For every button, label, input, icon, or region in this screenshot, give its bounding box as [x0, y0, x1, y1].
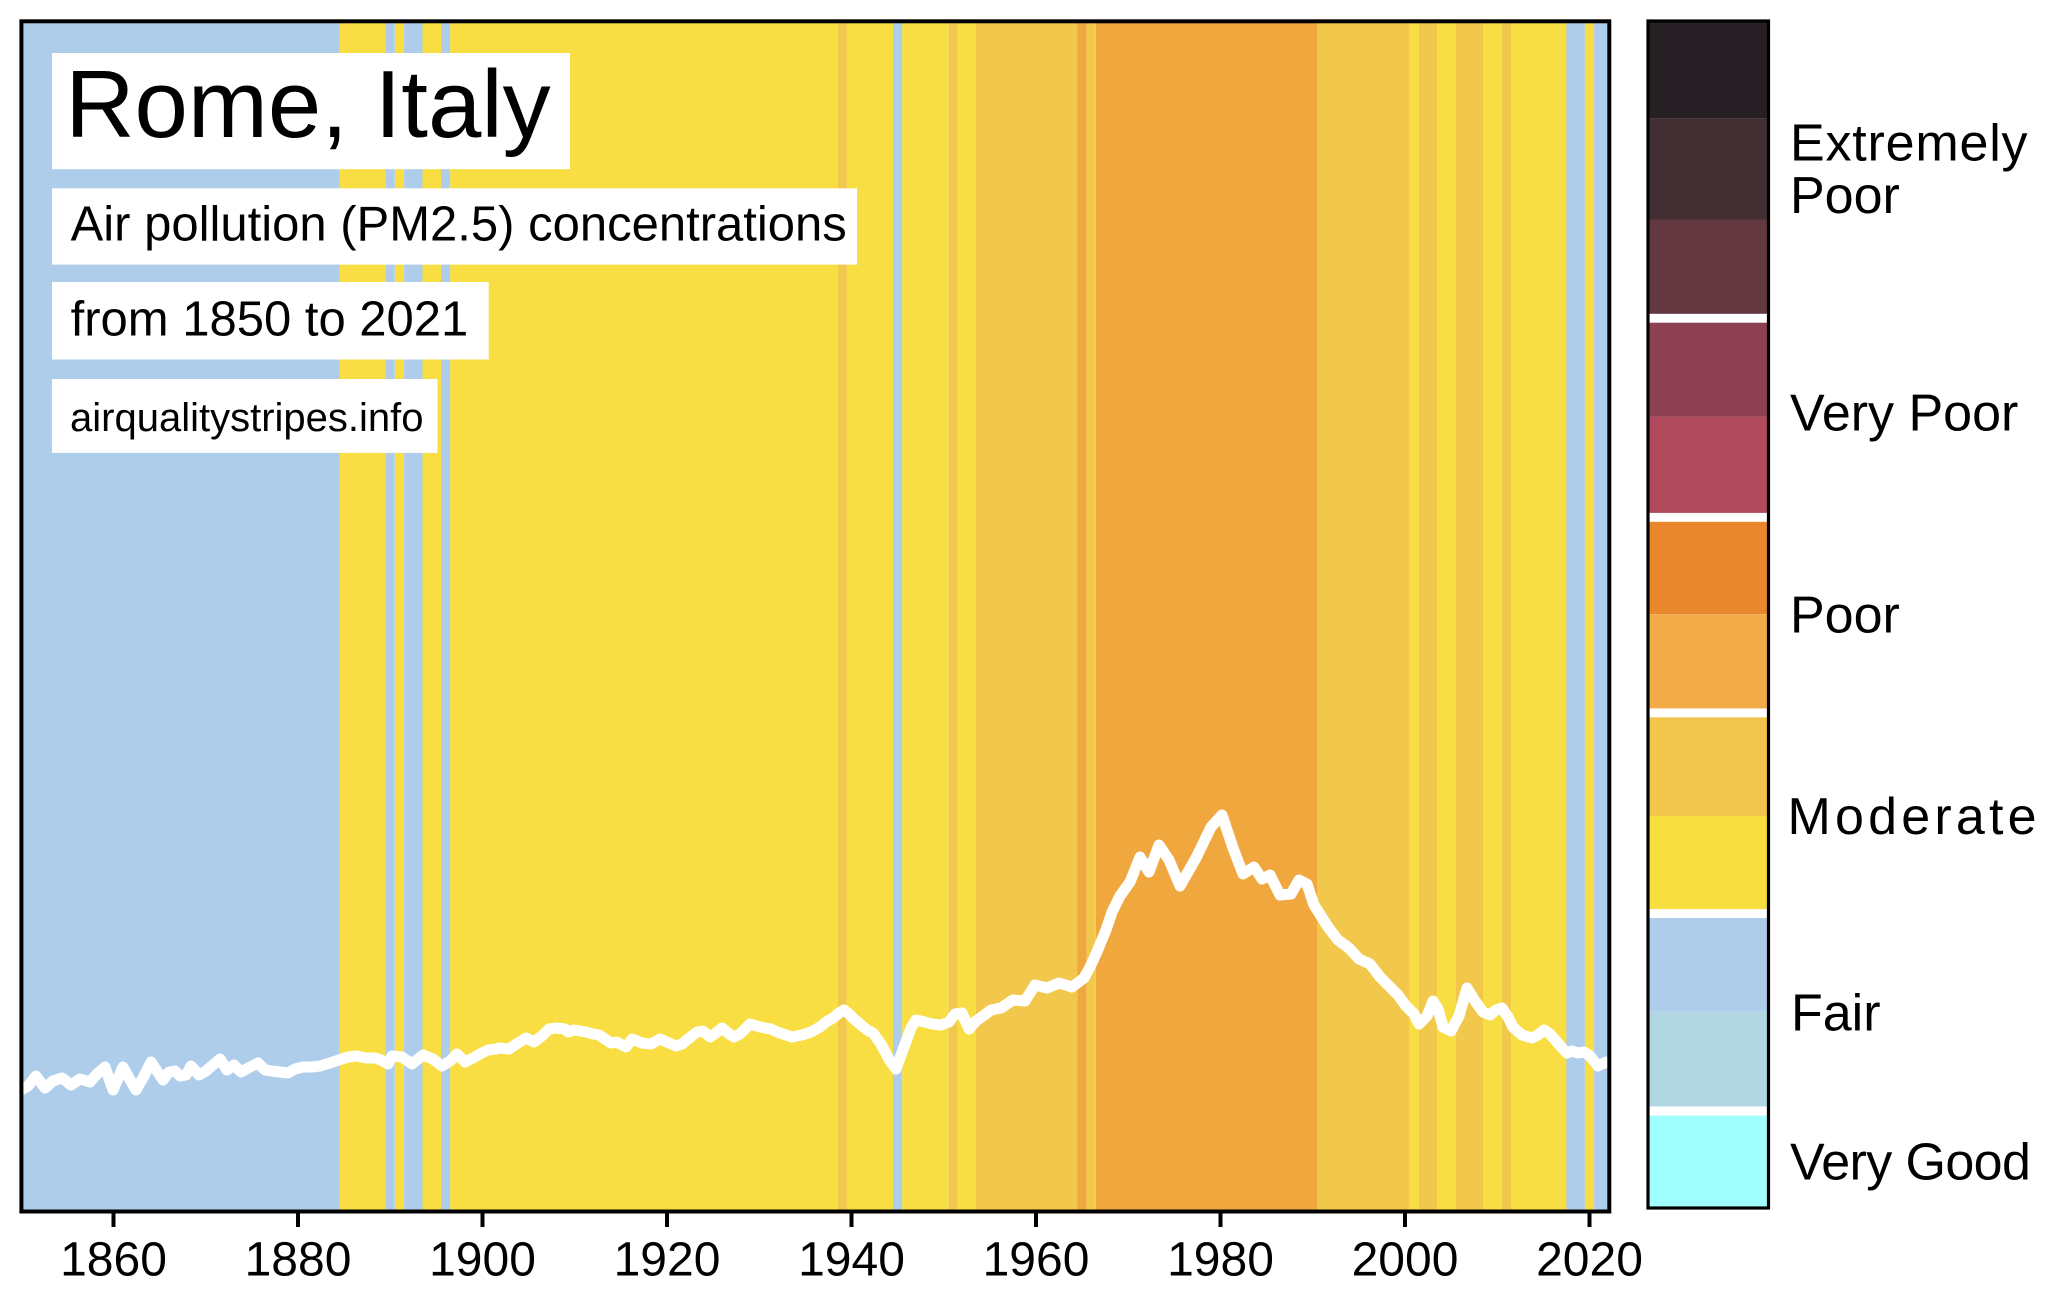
svg-text:1960: 1960 — [983, 1234, 1090, 1287]
svg-text:Moderate: Moderate — [1788, 788, 2041, 846]
svg-text:1940: 1940 — [798, 1234, 905, 1287]
svg-text:1900: 1900 — [429, 1234, 536, 1287]
svg-text:Fair: Fair — [1791, 985, 1881, 1043]
svg-text:Very Poor: Very Poor — [1790, 385, 2018, 443]
svg-text:2000: 2000 — [1352, 1234, 1459, 1287]
svg-text:1920: 1920 — [614, 1234, 721, 1287]
svg-text:Poor: Poor — [1790, 587, 1900, 645]
svg-text:2020: 2020 — [1536, 1234, 1643, 1287]
svg-text:airqualitystripes.info: airqualitystripes.info — [70, 396, 424, 440]
svg-text:Rome, Italy: Rome, Italy — [65, 51, 550, 158]
svg-text:Very Good: Very Good — [1790, 1134, 2030, 1192]
svg-text:1860: 1860 — [60, 1234, 167, 1287]
svg-text:from 1850 to 2021: from 1850 to 2021 — [71, 293, 469, 347]
svg-text:1980: 1980 — [1167, 1234, 1274, 1287]
svg-text:Poor: Poor — [1790, 167, 1900, 225]
svg-text:1880: 1880 — [245, 1234, 352, 1287]
svg-text:Extremely: Extremely — [1790, 115, 2028, 173]
svg-text:Air pollution (PM2.5) concentr: Air pollution (PM2.5) concentrations — [71, 198, 847, 252]
